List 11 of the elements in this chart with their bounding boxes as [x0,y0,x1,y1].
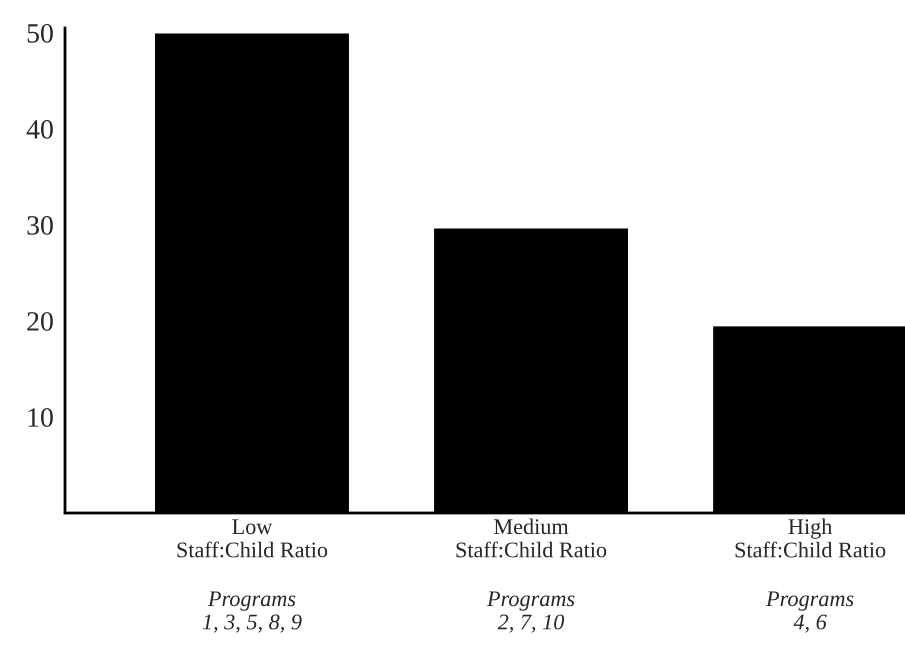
text: Programs 1, 3, 5, 8, 9 [202,591,302,633]
y-tick-label: 50 [28,24,53,43]
x-tick-label: High Staff:Child Ratio [736,518,886,558]
y-tick-label: 20 [27,312,53,331]
text: Programs 4, 6 [766,591,854,633]
y-tick-label: 30 [27,216,53,235]
x-tick-label: Medium Staff:Child Ratio [456,518,606,558]
y-tick-label: 40 [26,120,53,139]
x-tick-label: Low Staff:Child Ratio [177,519,328,558]
text: Programs 2, 7, 10 [486,591,574,633]
y-tick-label: 10 [28,408,53,427]
